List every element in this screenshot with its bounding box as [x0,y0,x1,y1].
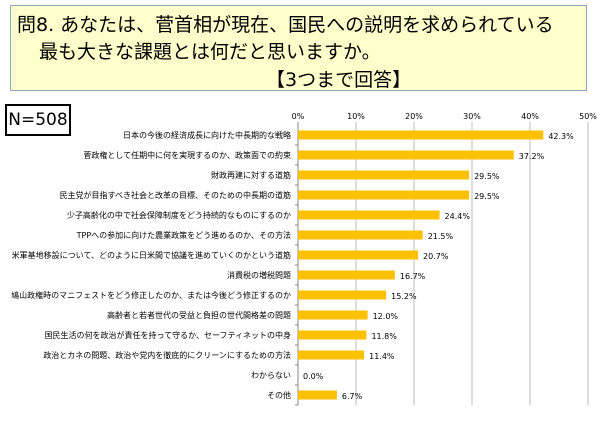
x-tick-label: 20% [405,112,423,121]
question-line-2: 最も大きな課題とは何だと思いますか。 [39,41,381,63]
bar [298,270,395,280]
data-label: 0.0% [303,372,324,381]
data-label: 29.5% [474,192,500,201]
data-label: 15.2% [391,292,417,301]
x-tick-label: 30% [463,112,481,121]
data-label: 21.5% [428,232,454,241]
category-label: 菅政権として任期中に何を実現するのか、政策面での約束 [83,150,291,160]
category-label: 財政再建に対する道筋 [211,170,291,180]
data-label: 20.7% [423,252,449,261]
data-label: 16.7% [400,272,426,281]
category-label: 高齢者と若者世代の受益と負担の世代間格差の問題 [107,310,291,320]
bar [298,170,470,180]
answer-note: 【3つまで回答】 [266,69,412,91]
data-label: 12.0% [373,312,399,321]
data-label: 37.2% [519,152,545,161]
bar [298,150,514,160]
x-tick-label: 40% [521,112,539,121]
data-label: 11.8% [371,332,397,341]
data-label: 24.4% [445,212,471,221]
bar [298,190,470,200]
x-tick-label: 0% [292,112,305,121]
sample-size-box: N=508 [5,104,71,136]
category-label: その他 [267,390,291,400]
bar [298,310,368,320]
question-title-box: 問8. あなたは、菅首相が現在、国民への説明を求められている 最も大きな課題とは… [10,5,587,91]
question-line-1: 問8. あなたは、菅首相が現在、国民への説明を求められている [17,14,554,36]
bar [298,390,337,400]
bar [298,350,365,360]
category-label: 民主党が目指すべき社会と改革の目標、そのための中長期の道筋 [60,190,291,200]
data-label: 42.3% [548,132,574,141]
bar [298,210,440,220]
bar [298,130,544,140]
bar [298,330,367,340]
category-label: 鳩山政権時のマニフェストをどう修正したのか、または今後どう修正するのか [11,290,291,300]
category-label: 国民生活の何を政治が責任を持って守るか、セーフティネットの中身 [45,330,291,340]
category-label: 政治とカネの問題、政治や党内を徹底的にクリーンにするための方法 [43,350,291,360]
bar [298,230,423,240]
data-label: 6.7% [342,392,363,401]
data-label: 29.5% [474,172,500,181]
x-tick-label: 10% [347,112,365,121]
category-label: 消費税の増税問題 [227,270,291,280]
category-label: わからない [251,371,291,380]
category-label: TPPへの参加に向けた農業政策をどう進めるのか、その方法 [76,230,291,240]
category-label: 日本の今後の経済成長に向けた中長期的な戦略 [123,130,291,140]
bar [298,250,419,260]
data-label: 11.4% [369,352,395,361]
bar [298,290,387,300]
x-tick-label: 50% [579,112,597,121]
category-label: 少子高齢化の中で社会保障制度をどう持続的なものにするのか [67,210,291,220]
category-label: 米軍基地移設について、どのように日米間で協議を進めていくのかという道筋 [12,250,291,260]
